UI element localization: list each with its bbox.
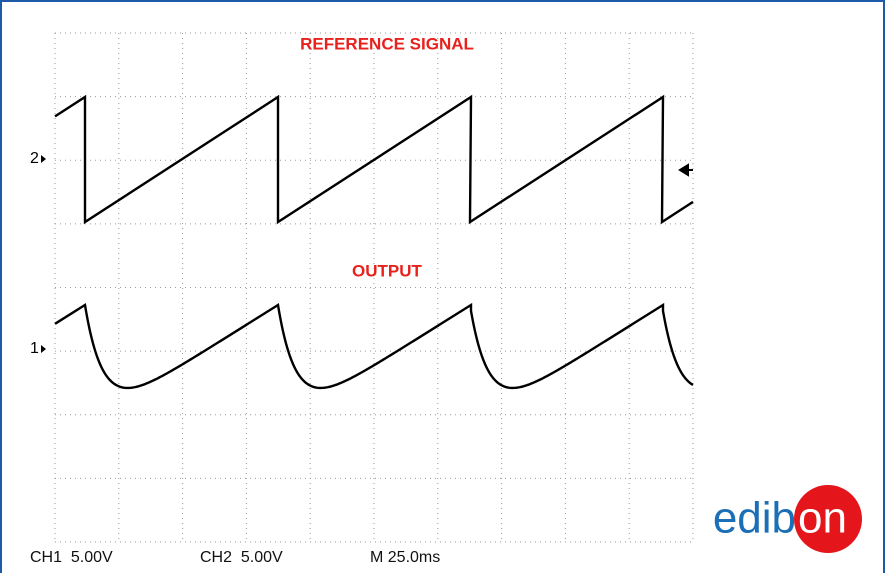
grid [55,33,693,542]
channel-marker: 2 [30,150,39,167]
marker-arrow [41,345,46,353]
frame [1,1,884,573]
time-readout: M 25.0ms [370,549,440,566]
output-waveform [55,305,693,388]
scope: REFERENCE SIGNAL OUTPUT 2 1 CH1 5.00V CH… [0,0,885,573]
channel-marker: 1 [30,340,39,357]
screenshot: REFERENCE SIGNAL OUTPUT 2 1 CH1 5.00V CH… [0,0,885,573]
trigger-arrow [680,165,693,175]
output-label: OUTPUT [352,261,423,280]
ch2-readout: CH2 5.00V [200,549,283,566]
logo-text: edib [713,494,796,543]
marker-arrow [41,155,46,163]
ch1-readout: CH1 5.00V [30,549,113,566]
logo-text: on [798,494,847,543]
reference-label: REFERENCE SIGNAL [300,34,474,53]
